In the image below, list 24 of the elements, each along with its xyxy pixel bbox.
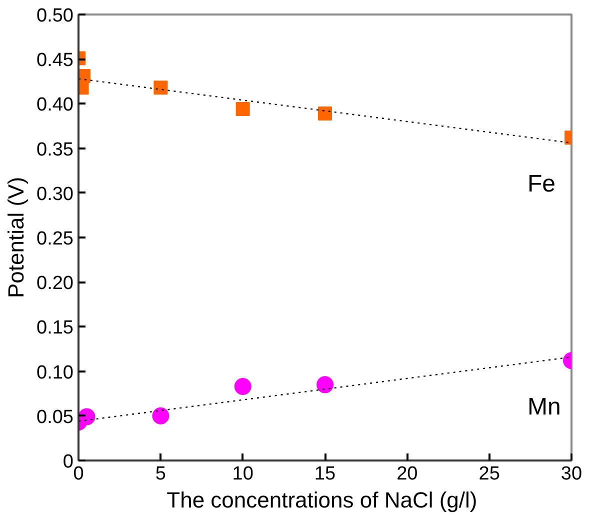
point (316, 376, 334, 394)
y-tick-label: 0.15 (36, 318, 74, 339)
y-tick-label: 0.20 (36, 273, 74, 294)
y-tick-label: 0.40 (36, 94, 74, 116)
x-tick-label: 15 (314, 464, 336, 484)
x-tick-label: 25 (478, 464, 500, 484)
y-tick-label: 0.10 (36, 362, 74, 384)
y-tick-label: 0.05 (36, 406, 74, 428)
y-tick-label: 0.35 (36, 139, 74, 160)
y-axis-title: Potential (V) (4, 176, 29, 298)
y-tick-label: 0.45 (36, 50, 74, 72)
series-label: Fe (528, 170, 556, 198)
x-tick-label: 10 (232, 464, 254, 484)
x-tick-label: 5 (155, 464, 166, 484)
x-tick-label: 20 (396, 464, 418, 484)
point (78, 408, 96, 426)
x-axis-title: The concentrations of NaCl (g/l) (166, 488, 478, 512)
x-tick-label: 30 (560, 464, 582, 484)
y-tick-label: 0.25 (36, 228, 74, 250)
y-tick-label: 0.30 (36, 184, 74, 205)
point (234, 378, 252, 395)
y-tick-label: 0.50 (36, 6, 74, 26)
series-label: Mn (528, 394, 561, 421)
point (152, 407, 170, 424)
